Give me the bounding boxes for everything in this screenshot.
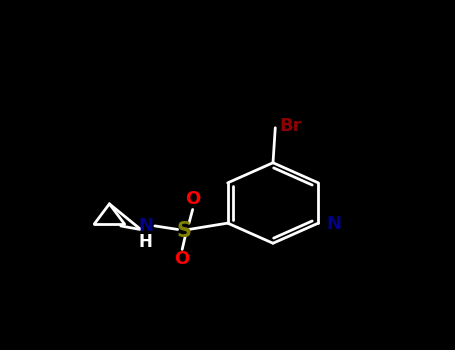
Text: Br: Br — [280, 117, 302, 135]
Text: O: O — [185, 190, 200, 208]
Text: N: N — [327, 215, 342, 233]
Text: O: O — [175, 250, 190, 268]
Text: N: N — [138, 217, 153, 235]
Text: H: H — [139, 233, 153, 251]
Text: S: S — [176, 221, 191, 241]
